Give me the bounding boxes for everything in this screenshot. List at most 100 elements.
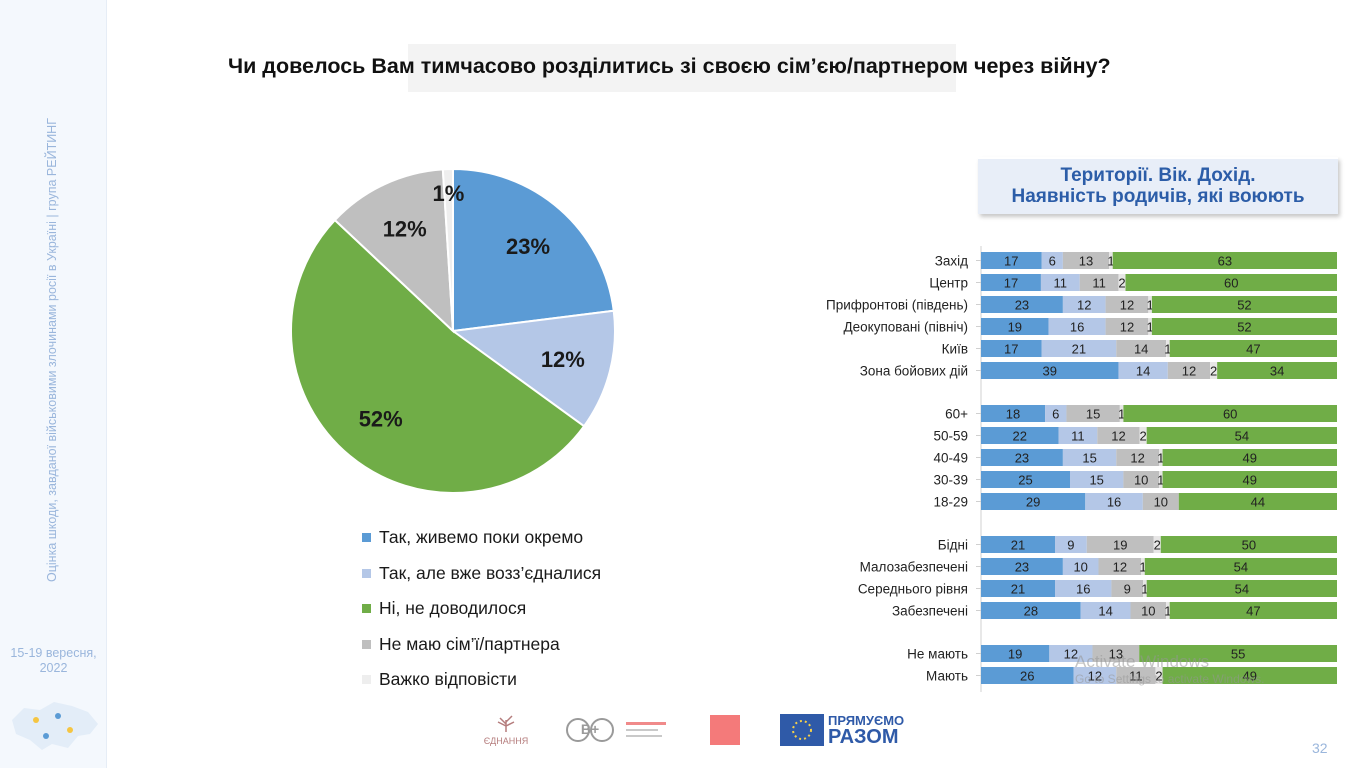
ukraine-map-icon xyxy=(12,702,98,750)
bar-segment xyxy=(1085,493,1143,510)
bar-segment xyxy=(1210,362,1218,379)
bar-segment xyxy=(1178,493,1337,510)
bar-data-label: 47 xyxy=(1246,604,1260,619)
bar-segment xyxy=(1055,580,1112,597)
pie-data-label: 52% xyxy=(359,406,403,431)
bar-data-label: 11 xyxy=(1054,276,1068,291)
bar-segment xyxy=(1146,580,1337,597)
bar-segment xyxy=(981,318,1049,335)
bar-segment xyxy=(1109,252,1113,269)
bar-data-label: 19 xyxy=(1008,320,1022,335)
bar-data-label: 11 xyxy=(1129,669,1143,684)
bar-segment xyxy=(1169,340,1337,357)
bar-data-label: 1 xyxy=(1164,342,1171,357)
bar-data-label: 1 xyxy=(1146,320,1153,335)
bar-data-label: 17 xyxy=(1004,276,1018,291)
bar-data-label: 54 xyxy=(1234,560,1248,575)
legend-item: Так, живемо поки окремо xyxy=(362,520,601,556)
bar-segment xyxy=(981,493,1086,510)
bar-segment xyxy=(1097,427,1140,444)
category-label: Захід xyxy=(935,254,968,269)
bar-segment xyxy=(1119,405,1124,422)
bar-data-label: 12 xyxy=(1130,451,1144,466)
watermark-line1: Activate Windows xyxy=(1075,652,1210,671)
bar-segment xyxy=(1041,252,1063,269)
slide-title: Чи довелось Вам тимчасово розділитись зі… xyxy=(228,54,1111,78)
bar-data-label: 2 xyxy=(1210,364,1217,379)
bar-segment xyxy=(981,667,1074,684)
bar-data-label: 14 xyxy=(1136,364,1150,379)
legend-label: Важко відповісти xyxy=(379,669,517,690)
bar-data-label: 18 xyxy=(1006,407,1020,422)
bar-data-label: 49 xyxy=(1243,669,1257,684)
bar-segment xyxy=(1123,405,1337,422)
category-label: Прифронтові (південь) xyxy=(826,298,968,313)
bar-data-label: 17 xyxy=(1004,254,1018,269)
bar-data-label: 15 xyxy=(1082,451,1096,466)
pie-data-label: 12% xyxy=(383,216,427,241)
bar-segment xyxy=(981,252,1042,269)
bar-segment xyxy=(1125,274,1337,291)
pie-slice xyxy=(452,167,615,333)
bar-data-label: 25 xyxy=(1018,473,1032,488)
bar-segment xyxy=(1118,362,1168,379)
bar-data-label: 50 xyxy=(1242,538,1256,553)
category-label: Бідні xyxy=(938,538,968,553)
bar-data-label: 22 xyxy=(1013,429,1027,444)
bar-data-label: 1 xyxy=(1146,298,1153,313)
bar-data-label: 60 xyxy=(1224,276,1238,291)
bar-data-label: 29 xyxy=(1026,495,1040,510)
pie-data-label: 23% xyxy=(506,234,550,259)
bar-segment xyxy=(1112,252,1337,269)
bar-segment xyxy=(1062,558,1099,575)
category-label: Забезпечені xyxy=(892,604,968,619)
bar-data-label: 11 xyxy=(1071,429,1085,444)
bar-data-label: 1 xyxy=(1141,582,1148,597)
bar-data-label: 23 xyxy=(1015,298,1029,313)
bar-segment xyxy=(981,645,1050,662)
legend-item: Важко відповісти xyxy=(362,662,601,698)
bar-segment xyxy=(981,471,1070,488)
bar-segment xyxy=(1062,252,1110,269)
bar-segment xyxy=(1159,471,1163,488)
vplus-logo-text: В+ xyxy=(580,721,600,737)
bar-segment xyxy=(1079,274,1119,291)
bar-segment xyxy=(1162,667,1337,684)
bar-segment xyxy=(1058,427,1098,444)
bar-data-label: 23 xyxy=(1015,451,1029,466)
bar-data-label: 12 xyxy=(1088,669,1102,684)
bar-data-label: 15 xyxy=(1086,407,1100,422)
bar-data-label: 12 xyxy=(1120,298,1134,313)
survey-date: 15-19 вересня, 2022 xyxy=(0,646,107,676)
bar-segment xyxy=(1116,340,1167,357)
bar-data-label: 23 xyxy=(1015,560,1029,575)
bar-segment xyxy=(1141,558,1145,575)
bar-data-label: 15 xyxy=(1089,473,1103,488)
bar-segment xyxy=(1130,602,1167,619)
bar-segment xyxy=(1123,471,1159,488)
category-label: Центр xyxy=(929,276,968,291)
bar-segment xyxy=(1116,449,1159,466)
bar-data-label: 2 xyxy=(1118,276,1125,291)
survey-date-line2: 2022 xyxy=(39,661,68,675)
bar-data-label: 12 xyxy=(1182,364,1196,379)
bar-data-label: 2 xyxy=(1154,538,1161,553)
bar-data-label: 13 xyxy=(1079,254,1093,269)
bar-segment xyxy=(1055,536,1087,553)
bar-segment xyxy=(1045,405,1067,422)
bar-segment xyxy=(1162,471,1337,488)
bar-segment xyxy=(981,580,1056,597)
bar-segment xyxy=(1142,493,1179,510)
sidebar: Оцінка шкоди, завданої військовими злочи… xyxy=(0,0,107,768)
legend-swatch xyxy=(362,568,371,578)
bar-data-label: 12 xyxy=(1064,647,1078,662)
bar-segment xyxy=(1040,274,1080,291)
legend-swatch xyxy=(362,675,371,685)
bar-segment xyxy=(1041,340,1117,357)
category-label: 50-59 xyxy=(933,429,968,444)
legend-label: Ні, не доводилося xyxy=(379,598,527,619)
bar-data-label: 16 xyxy=(1070,320,1084,335)
bar-segment xyxy=(1155,667,1163,684)
bar-data-label: 16 xyxy=(1076,582,1090,597)
